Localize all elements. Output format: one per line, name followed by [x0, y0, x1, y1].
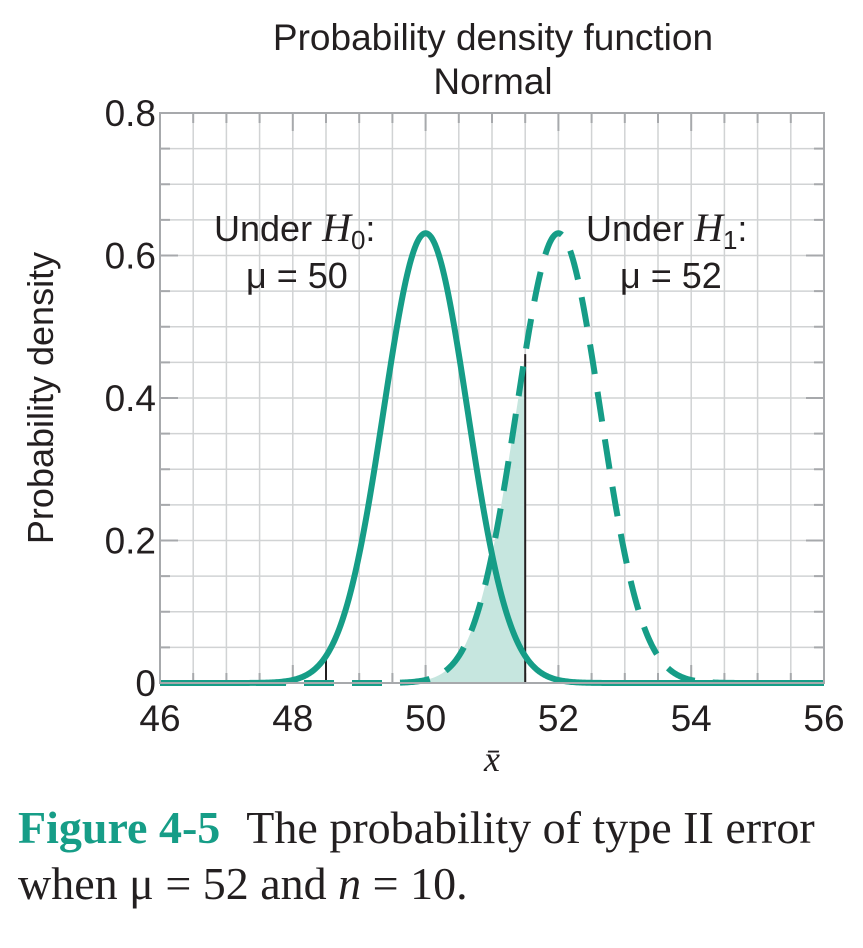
y-tick-label: 0.4: [105, 378, 156, 419]
x-tick-label: 56: [803, 698, 844, 739]
caption-text-1: The probability of type II error when: [18, 802, 815, 910]
y-tick-label: 0.6: [105, 236, 156, 277]
plot-frame: [159, 112, 825, 684]
annotation-h1: Under H1:: [586, 205, 747, 255]
chart-subtitle: Normal: [433, 61, 552, 102]
beta-area: [326, 354, 526, 683]
x-tick-label: 46: [139, 698, 180, 739]
tick-labels: 46 48 50 52 54 56 0 0.2 0.4 0.6 0.8: [105, 93, 845, 739]
x-tick-label: 54: [671, 698, 712, 739]
y-tick-label: 0: [135, 663, 156, 704]
y-tick-label: 0.2: [105, 521, 156, 562]
caption-n: n: [338, 858, 362, 910]
y-axis-label: Probability density: [20, 252, 61, 544]
beta-shaded-region: [326, 354, 526, 683]
chart: Probability density function Normal 46 48…: [20, 17, 845, 779]
x-axis-label: x̄: [483, 739, 500, 779]
caption-text-2: = 52 and: [153, 858, 339, 910]
caption-text-3: = 10.: [361, 858, 468, 910]
annotation-h0-mean: μ = 50: [246, 255, 348, 296]
grid: [160, 113, 824, 683]
x-tick-label: 48: [272, 698, 313, 739]
x-tick-label: 52: [538, 698, 579, 739]
figure-caption: Figure 4-5 The probability of type II err…: [18, 800, 848, 912]
figure-label: Figure 4-5: [18, 802, 221, 853]
caption-mu: μ: [129, 858, 154, 910]
y-tick-label: 0.8: [105, 93, 156, 134]
x-tick-label: 50: [405, 698, 446, 739]
annotation-h0: Under H0:: [214, 205, 375, 255]
chart-title: Probability density function: [273, 17, 713, 58]
annotation-h1-mean: μ = 52: [620, 255, 722, 296]
